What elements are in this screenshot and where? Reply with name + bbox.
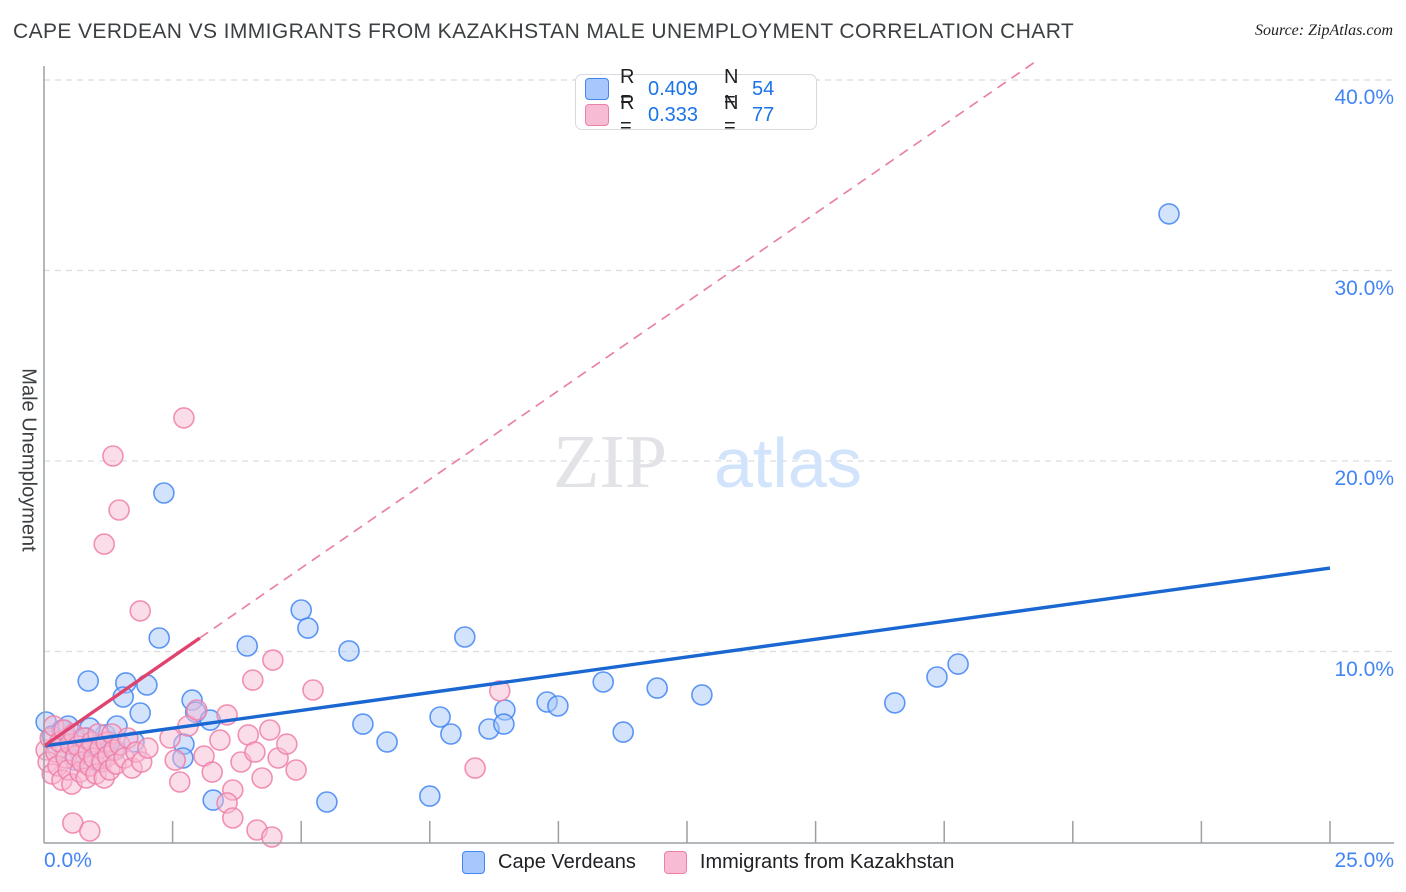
data-point-cape-verdeans <box>926 666 948 688</box>
data-point-kazakhstan <box>102 445 124 467</box>
y-axis-tick-label: 40.0% <box>1334 86 1394 109</box>
data-point-cape-verdeans <box>352 713 374 735</box>
y-axis-tick-label: 10.0% <box>1334 657 1394 681</box>
page-title: CAPE VERDEAN VS IMMIGRANTS FROM KAZAKHST… <box>13 20 1075 43</box>
x-axis-min-label: 0.0% <box>44 849 92 872</box>
n-label: N = <box>724 66 739 111</box>
data-point-kazakhstan <box>129 600 151 622</box>
kazakhstan-legend-swatch <box>663 851 687 874</box>
data-point-kazakhstan <box>261 826 283 848</box>
kazakhstan-swatch <box>585 104 609 126</box>
data-point-cape-verdeans <box>440 723 462 745</box>
data-point-cape-verdeans <box>236 635 258 657</box>
data-point-kazakhstan <box>209 729 231 751</box>
legend-item-cape-verdeans: Cape Verdeans <box>462 851 636 874</box>
data-point-cape-verdeans <box>338 640 360 662</box>
data-point-kazakhstan <box>164 749 186 771</box>
x-axis-max-label: 25.0% <box>1334 849 1394 872</box>
data-point-cape-verdeans <box>592 671 615 693</box>
y-axis-tick-label: 30.0% <box>1334 276 1394 300</box>
legend-label-cape-verdeans: Cape Verdeans <box>498 851 636 873</box>
trendline-kazakhstan <box>43 636 201 748</box>
trendline-kazakhstan-extension <box>199 59 1039 639</box>
data-point-cape-verdeans <box>493 713 515 735</box>
data-point-cape-verdeans <box>297 617 319 639</box>
data-point-cape-verdeans <box>129 702 151 724</box>
r-value: 0.409 <box>648 77 699 100</box>
source-credit: Source: ZipAtlas.com <box>1254 22 1393 39</box>
data-point-kazakhstan <box>201 761 223 783</box>
r-label: R = <box>620 92 635 137</box>
data-point-cape-verdeans <box>691 684 713 706</box>
data-point-kazakhstan <box>244 741 266 763</box>
r-value: 0.333 <box>648 103 699 126</box>
data-point-cape-verdeans <box>883 692 906 714</box>
data-point-cape-verdeans <box>153 482 175 504</box>
data-point-cape-verdeans <box>429 706 451 728</box>
data-point-kazakhstan <box>169 771 191 793</box>
data-point-cape-verdeans <box>148 627 170 649</box>
trendline-cape-verdeans <box>43 566 1331 748</box>
data-point-cape-verdeans <box>316 791 338 813</box>
legend-item-kazakhstan: Immigrants from Kazakhstan <box>663 851 955 874</box>
data-point-kazakhstan <box>173 407 195 429</box>
y-axis-title: Male Unemployment <box>17 368 40 552</box>
data-point-kazakhstan <box>285 759 307 781</box>
data-point-cape-verdeans <box>376 731 398 753</box>
data-point-kazakhstan <box>93 533 115 555</box>
legend-row-kazakhstan: R = 0.333 N = 77 <box>585 92 816 137</box>
data-point-cape-verdeans <box>547 695 569 717</box>
data-point-kazakhstan <box>186 699 208 721</box>
cape-verdeans-legend-swatch <box>462 851 485 874</box>
watermark-atlas: atlas <box>714 424 862 502</box>
data-point-kazakhstan <box>275 733 298 755</box>
data-point-cape-verdeans <box>1158 203 1180 225</box>
data-point-cape-verdeans <box>612 721 635 743</box>
data-point-kazakhstan <box>137 737 159 759</box>
data-point-cape-verdeans <box>290 599 313 621</box>
data-point-kazakhstan <box>488 680 511 702</box>
data-point-kazakhstan <box>79 820 101 842</box>
cape-verdeans-swatch <box>585 78 609 100</box>
data-point-kazakhstan <box>251 767 273 789</box>
data-point-kazakhstan <box>302 679 324 701</box>
watermark-zip: ZIP <box>553 420 667 504</box>
r-label: R = <box>620 66 635 111</box>
data-point-cape-verdeans <box>453 626 476 648</box>
n-value: 54 <box>752 77 775 100</box>
data-point-cape-verdeans <box>947 653 969 675</box>
data-point-cape-verdeans <box>77 670 99 692</box>
data-point-kazakhstan <box>464 757 486 779</box>
correlation-legend-box: R = 0.409 N = 54 R = 0.333 N = 77 <box>575 66 817 137</box>
data-point-kazakhstan <box>258 719 281 741</box>
legend-row-cape-verdeans: R = 0.409 N = 54 <box>585 66 816 111</box>
data-point-cape-verdeans <box>646 677 669 699</box>
legend-label-kazakhstan: Immigrants from Kazakhstan <box>699 851 955 873</box>
n-value: 77 <box>752 103 775 126</box>
data-point-cape-verdeans <box>418 785 441 807</box>
data-point-kazakhstan <box>242 669 264 691</box>
n-label: N = <box>724 92 739 137</box>
data-point-kazakhstan <box>108 499 130 521</box>
chart-legend: Cape Verdeans Immigrants from Kazakhstan <box>462 851 954 874</box>
data-point-kazakhstan <box>222 807 244 829</box>
y-axis-tick-label: 20.0% <box>1334 467 1394 490</box>
data-point-kazakhstan <box>262 649 284 671</box>
